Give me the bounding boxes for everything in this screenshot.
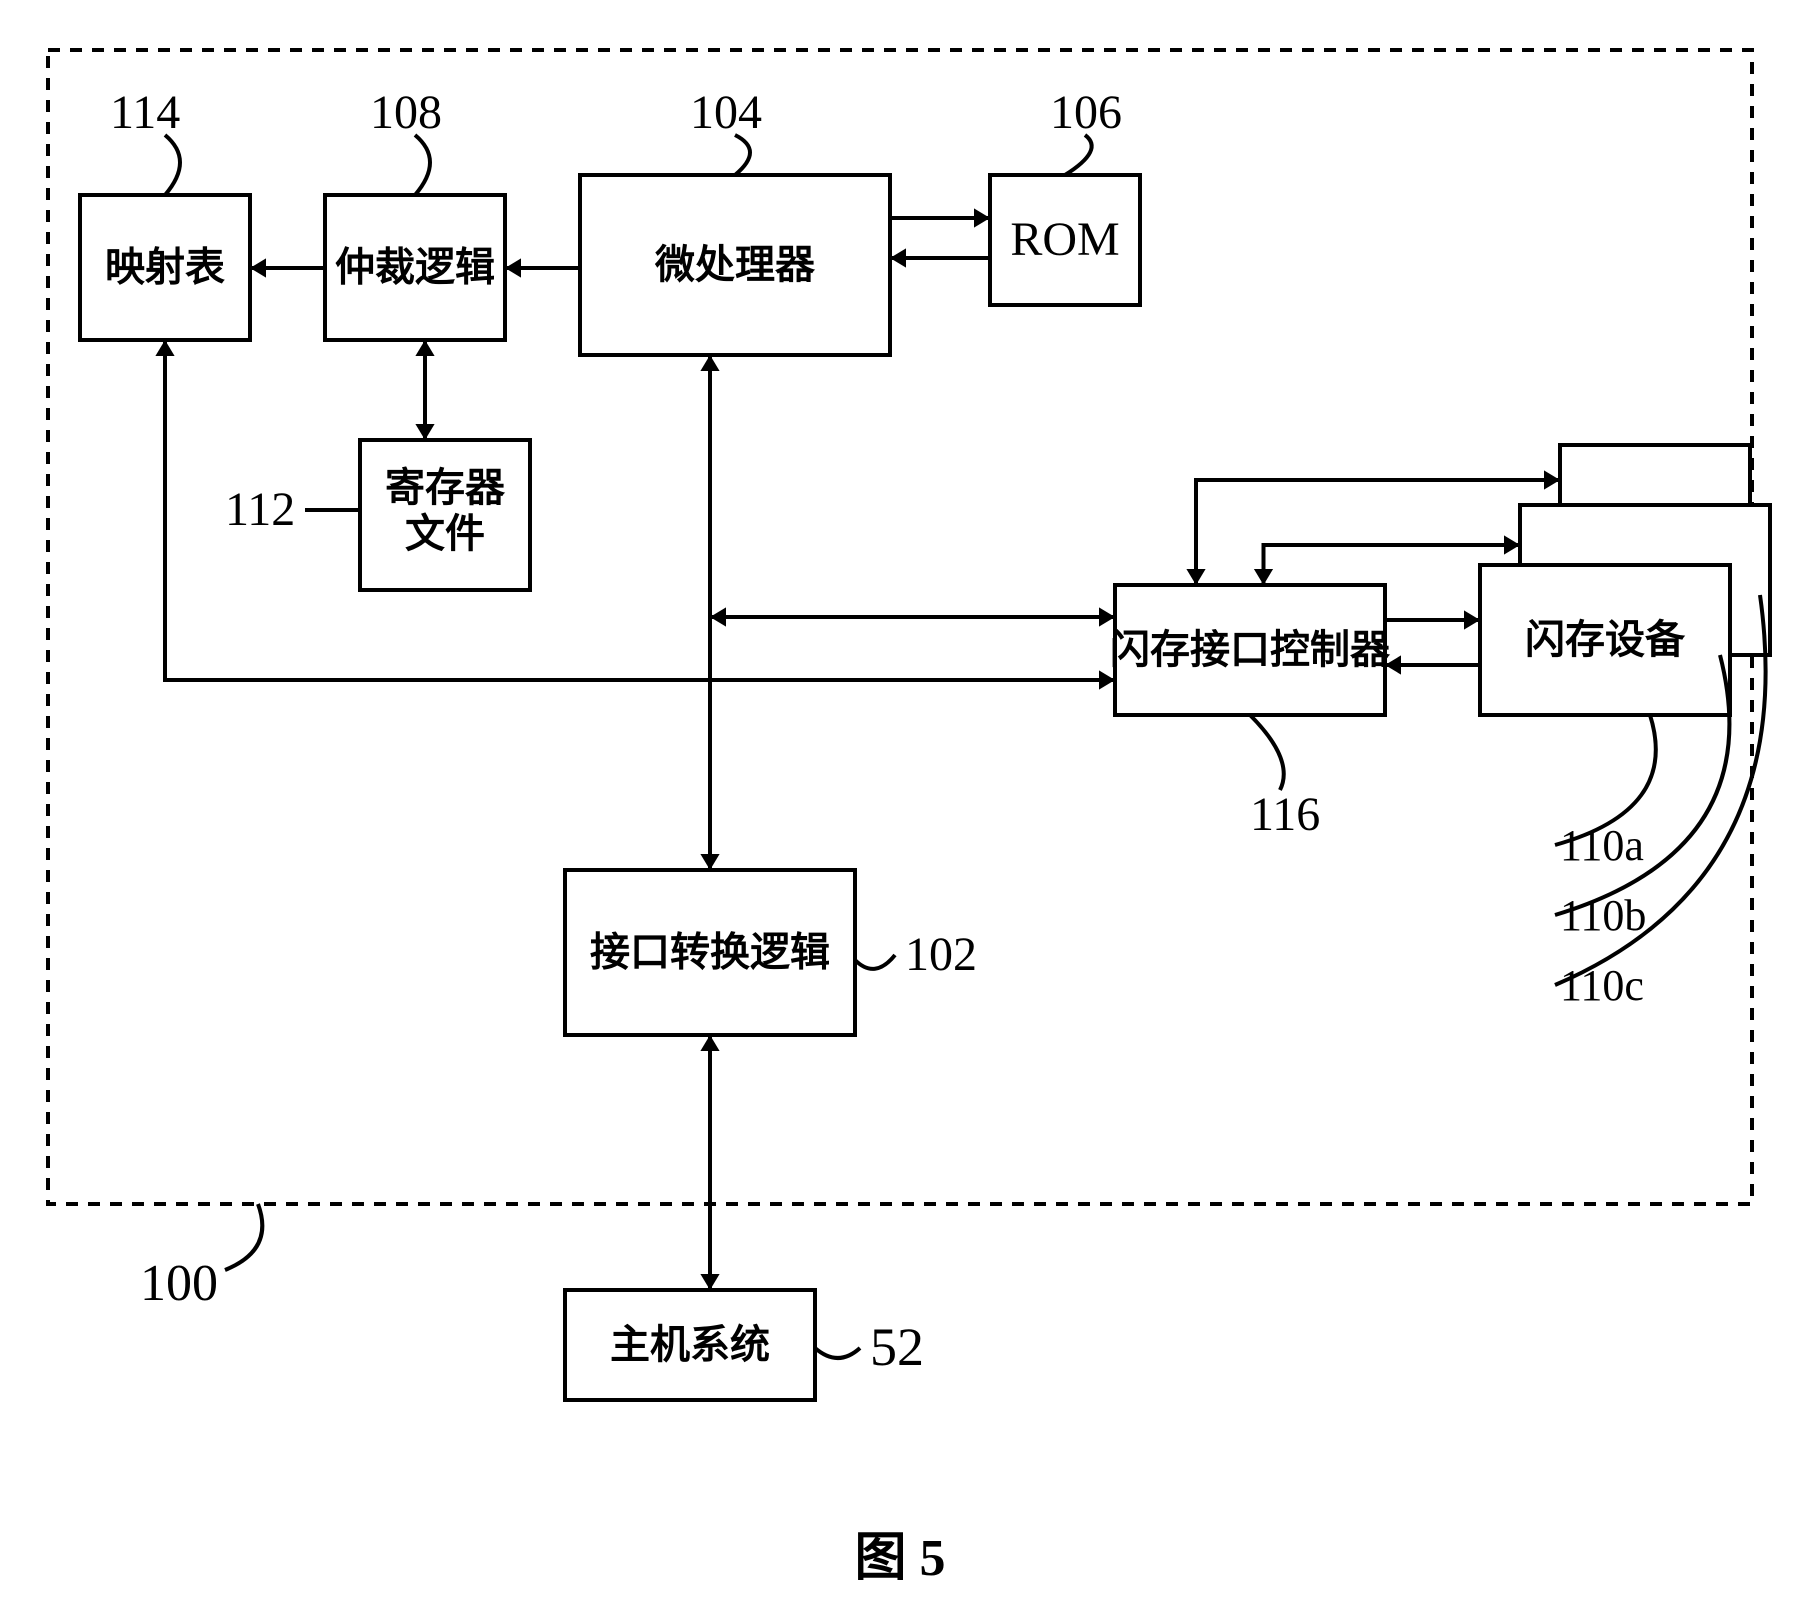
block-diagram: 映射表 仲裁逻辑 微处理器 ROM 寄存器文件 闪存设备 闪存接口控制器 接口转… xyxy=(0,0,1800,1616)
svg-text:仲裁逻辑: 仲裁逻辑 xyxy=(335,245,495,290)
edges xyxy=(155,208,1560,1290)
svg-text:106: 106 xyxy=(1050,86,1122,139)
svg-text:52: 52 xyxy=(870,1317,924,1377)
svg-text:110c: 110c xyxy=(1560,961,1644,1010)
node-fic: 闪存接口控制器 xyxy=(1110,585,1391,715)
svg-text:闪存接口控制器: 闪存接口控制器 xyxy=(1110,627,1391,672)
svg-text:100: 100 xyxy=(140,1255,218,1312)
node-mapping: 映射表 xyxy=(80,195,250,340)
node-flash-a: 闪存设备 xyxy=(1480,565,1730,715)
svg-text:116: 116 xyxy=(1250,788,1320,841)
svg-text:闪存设备: 闪存设备 xyxy=(1525,617,1686,662)
svg-text:映射表: 映射表 xyxy=(105,245,225,290)
node-iconv: 接口转换逻辑 xyxy=(565,870,855,1035)
svg-text:112: 112 xyxy=(225,483,295,536)
node-regfile: 寄存器文件 xyxy=(360,440,530,590)
node-micro: 微处理器 xyxy=(580,175,890,355)
svg-text:104: 104 xyxy=(690,86,762,139)
figure-caption: 图 5 xyxy=(854,1530,945,1587)
svg-text:微处理器: 微处理器 xyxy=(654,242,816,287)
node-host: 主机系统 xyxy=(565,1290,815,1400)
svg-text:接口转换逻辑: 接口转换逻辑 xyxy=(590,930,830,975)
svg-text:主机系统: 主机系统 xyxy=(610,1322,770,1367)
svg-text:102: 102 xyxy=(905,928,977,981)
node-rom: ROM xyxy=(990,175,1140,305)
node-arbiter: 仲裁逻辑 xyxy=(325,195,505,340)
svg-text:114: 114 xyxy=(110,86,180,139)
svg-text:108: 108 xyxy=(370,86,442,139)
svg-text:ROM: ROM xyxy=(1010,213,1119,266)
